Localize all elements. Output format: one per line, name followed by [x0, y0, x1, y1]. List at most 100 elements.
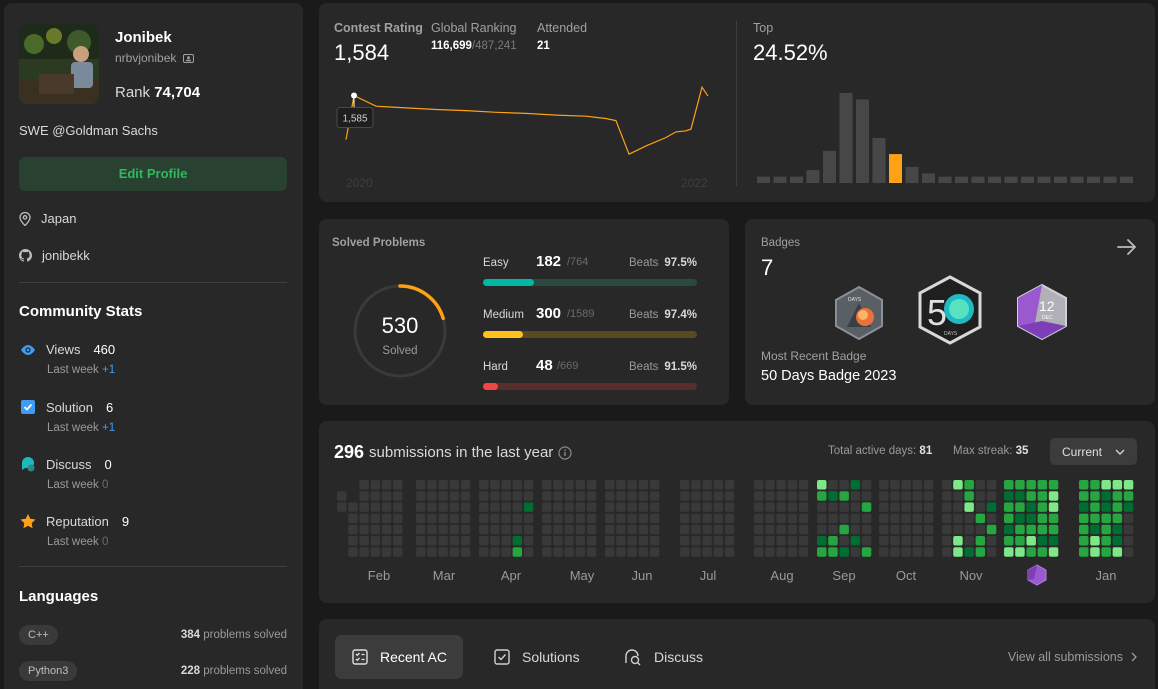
- heatmap-day-cell[interactable]: [393, 502, 403, 512]
- heatmap-day-cell[interactable]: [1048, 547, 1059, 557]
- heatmap-day-cell[interactable]: [501, 524, 511, 535]
- heatmap-day-cell[interactable]: [776, 502, 786, 512]
- heatmap-day-cell[interactable]: [348, 536, 358, 546]
- heatmap-day-cell[interactable]: [501, 491, 511, 501]
- heatmap-day-cell[interactable]: [787, 491, 798, 501]
- heatmap-day-cell[interactable]: [713, 502, 724, 512]
- heatmap-day-cell[interactable]: [817, 480, 827, 490]
- heatmap-day-cell[interactable]: [605, 547, 615, 557]
- heatmap-day-cell[interactable]: [953, 524, 963, 535]
- heatmap-day-cell[interactable]: [912, 491, 923, 501]
- heatmap-day-cell[interactable]: [861, 547, 872, 557]
- heatmap-day-cell[interactable]: [901, 536, 911, 546]
- heatmap-day-cell[interactable]: [680, 547, 690, 557]
- heatmap-day-cell[interactable]: [564, 547, 574, 557]
- heatmap-day-cell[interactable]: [649, 524, 660, 535]
- heatmap-day-cell[interactable]: [861, 536, 872, 546]
- heatmap-day-cell[interactable]: [765, 524, 775, 535]
- fifty-days-badge-icon[interactable]: 5 DAYS: [917, 275, 983, 345]
- heatmap-day-cell[interactable]: [460, 491, 471, 501]
- heatmap-day-cell[interactable]: [479, 536, 489, 546]
- heatmap-day-cell[interactable]: [691, 491, 701, 501]
- heatmap-day-cell[interactable]: [1123, 536, 1134, 546]
- heatmap-day-cell[interactable]: [964, 491, 974, 501]
- distribution-bar[interactable]: [922, 173, 935, 183]
- heatmap-day-cell[interactable]: [416, 480, 426, 490]
- heatmap-day-cell[interactable]: [879, 547, 889, 557]
- heatmap-day-cell[interactable]: [348, 502, 358, 512]
- heatmap-day-cell[interactable]: [638, 524, 649, 535]
- heatmap-day-cell[interactable]: [724, 491, 735, 501]
- heatmap-day-cell[interactable]: [1015, 513, 1025, 524]
- heatmap-day-cell[interactable]: [828, 491, 838, 501]
- heatmap-day-cell[interactable]: [490, 536, 500, 546]
- heatmap-day-cell[interactable]: [923, 480, 934, 490]
- current-percentile-bar[interactable]: [889, 154, 902, 183]
- heatmap-day-cell[interactable]: [754, 524, 764, 535]
- heatmap-day-cell[interactable]: [975, 491, 986, 501]
- heatmap-day-cell[interactable]: [449, 480, 460, 490]
- heatmap-day-cell[interactable]: [1090, 502, 1100, 512]
- heatmap-day-cell[interactable]: [828, 547, 838, 557]
- heatmap-day-cell[interactable]: [393, 547, 403, 557]
- heatmap-day-cell[interactable]: [348, 524, 358, 535]
- heatmap-day-cell[interactable]: [861, 502, 872, 512]
- heatmap-day-cell[interactable]: [850, 480, 861, 490]
- heatmap-day-cell[interactable]: [348, 547, 358, 557]
- heatmap-day-cell[interactable]: [512, 524, 523, 535]
- heatmap-day-cell[interactable]: [691, 547, 701, 557]
- heatmap-day-cell[interactable]: [798, 502, 809, 512]
- heatmap-day-cell[interactable]: [765, 480, 775, 490]
- heatmap-day-cell[interactable]: [964, 513, 974, 524]
- heatmap-day-cell[interactable]: [879, 536, 889, 546]
- heatmap-day-cell[interactable]: [523, 524, 534, 535]
- heatmap-day-cell[interactable]: [724, 536, 735, 546]
- heatmap-day-cell[interactable]: [713, 536, 724, 546]
- distribution-bar[interactable]: [757, 176, 770, 183]
- github-row[interactable]: jonibekk: [19, 248, 90, 263]
- heatmap-day-cell[interactable]: [416, 491, 426, 501]
- heatmap-day-cell[interactable]: [861, 491, 872, 501]
- heatmap-day-cell[interactable]: [627, 480, 637, 490]
- heatmap-day-cell[interactable]: [798, 536, 809, 546]
- heatmap-day-cell[interactable]: [427, 547, 437, 557]
- heatmap-day-cell[interactable]: [586, 547, 597, 557]
- heatmap-day-cell[interactable]: [512, 480, 523, 490]
- heatmap-day-cell[interactable]: [986, 513, 997, 524]
- heatmap-day-cell[interactable]: [523, 491, 534, 501]
- annual-days-badge-icon[interactable]: DAYS: [833, 285, 885, 341]
- distribution-bar[interactable]: [955, 176, 968, 183]
- top-distribution-chart[interactable]: [753, 83, 1137, 184]
- heatmap-day-cell[interactable]: [1037, 547, 1048, 557]
- heatmap-day-cell[interactable]: [1090, 524, 1100, 535]
- heatmap-day-cell[interactable]: [490, 480, 500, 490]
- heatmap-day-cell[interactable]: [638, 513, 649, 524]
- heatmap-day-cell[interactable]: [512, 491, 523, 501]
- heatmap-day-cell[interactable]: [553, 480, 563, 490]
- heatmap-day-cell[interactable]: [616, 536, 626, 546]
- heatmap-day-cell[interactable]: [798, 547, 809, 557]
- heatmap-day-cell[interactable]: [901, 491, 911, 501]
- heatmap-day-cell[interactable]: [776, 491, 786, 501]
- heatmap-day-cell[interactable]: [605, 536, 615, 546]
- heatmap-day-cell[interactable]: [817, 547, 827, 557]
- heatmap-day-cell[interactable]: [1004, 480, 1014, 490]
- heatmap-day-cell[interactable]: [1079, 480, 1089, 490]
- heatmap-day-cell[interactable]: [1037, 513, 1048, 524]
- heatmap-day-cell[interactable]: [702, 524, 712, 535]
- heatmap-day-cell[interactable]: [523, 513, 534, 524]
- heatmap-day-cell[interactable]: [1112, 502, 1123, 512]
- heatmap-day-cell[interactable]: [1112, 480, 1123, 490]
- heatmap-day-cell[interactable]: [359, 547, 369, 557]
- heatmap-day-cell[interactable]: [828, 513, 838, 524]
- heatmap-day-cell[interactable]: [986, 480, 997, 490]
- heatmap-day-cell[interactable]: [724, 547, 735, 557]
- heatmap-day-cell[interactable]: [370, 502, 381, 512]
- heatmap-day-cell[interactable]: [890, 547, 900, 557]
- heatmap-day-cell[interactable]: [416, 536, 426, 546]
- heatmap-day-cell[interactable]: [416, 524, 426, 535]
- heatmap-day-cell[interactable]: [861, 524, 872, 535]
- heatmap-day-cell[interactable]: [713, 480, 724, 490]
- heatmap-day-cell[interactable]: [890, 491, 900, 501]
- heatmap-day-cell[interactable]: [923, 536, 934, 546]
